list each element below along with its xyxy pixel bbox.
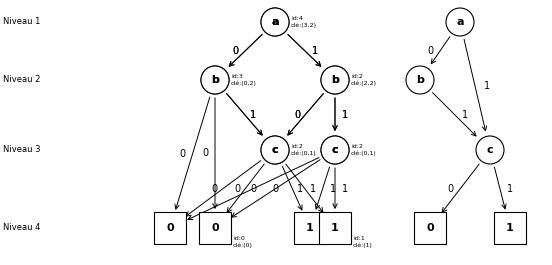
Text: 0: 0 (426, 223, 434, 233)
Circle shape (446, 8, 474, 36)
Text: 0: 0 (250, 184, 256, 194)
Text: 1: 1 (306, 223, 314, 233)
Text: id:3
clé:(0,2): id:3 clé:(0,2) (231, 74, 257, 86)
Text: Niveau 1: Niveau 1 (3, 17, 40, 26)
Text: 1: 1 (461, 110, 468, 120)
FancyBboxPatch shape (199, 212, 231, 244)
Circle shape (261, 136, 289, 164)
Text: a: a (457, 17, 464, 27)
Text: 0: 0 (447, 184, 453, 194)
FancyBboxPatch shape (414, 212, 446, 244)
Text: 1: 1 (342, 183, 348, 193)
Text: c: c (332, 145, 338, 155)
Text: 1: 1 (297, 184, 304, 193)
Text: b: b (211, 75, 219, 85)
Text: 0: 0 (427, 46, 433, 56)
Text: id:2
clé:(0,1): id:2 clé:(0,1) (351, 144, 377, 156)
Circle shape (406, 66, 434, 94)
FancyBboxPatch shape (294, 212, 326, 244)
Text: c: c (272, 145, 278, 155)
Text: 1: 1 (310, 184, 316, 194)
FancyBboxPatch shape (154, 212, 186, 244)
Text: b: b (211, 75, 219, 85)
Text: 1: 1 (342, 109, 348, 120)
Text: 0: 0 (211, 223, 219, 233)
Text: a: a (271, 17, 279, 27)
Circle shape (476, 136, 504, 164)
Circle shape (201, 66, 229, 94)
Circle shape (261, 136, 289, 164)
Text: 1: 1 (250, 110, 256, 120)
Text: 1: 1 (506, 223, 514, 233)
Circle shape (261, 8, 289, 36)
Text: 1: 1 (330, 184, 336, 193)
Text: 0: 0 (294, 110, 300, 120)
Text: Niveau 3: Niveau 3 (3, 145, 40, 154)
Text: id:2
clé:(2,2): id:2 clé:(2,2) (351, 74, 377, 86)
Circle shape (261, 8, 289, 36)
Text: a: a (271, 17, 279, 27)
Text: 0: 0 (212, 184, 218, 194)
Text: c: c (272, 145, 278, 155)
Text: 1: 1 (507, 184, 513, 193)
Text: b: b (331, 75, 339, 85)
Text: 0: 0 (202, 148, 208, 158)
Text: b: b (331, 75, 339, 85)
Text: id:0
clé:(0): id:0 clé:(0) (233, 236, 253, 248)
Text: 0: 0 (234, 184, 240, 194)
Text: 1: 1 (331, 223, 339, 233)
Text: 1: 1 (342, 109, 348, 120)
FancyBboxPatch shape (494, 212, 526, 244)
FancyBboxPatch shape (319, 212, 351, 244)
Text: c: c (487, 145, 493, 155)
Circle shape (321, 136, 349, 164)
Text: id:1
clé:(1): id:1 clé:(1) (353, 236, 373, 248)
Circle shape (201, 66, 229, 94)
Text: id:2
clé:(0,1): id:2 clé:(0,1) (291, 144, 317, 156)
Text: 0: 0 (232, 46, 238, 56)
Text: id:4
clé:(3,2): id:4 clé:(3,2) (291, 16, 317, 28)
Text: b: b (416, 75, 424, 85)
Text: 1: 1 (311, 46, 318, 56)
Text: Niveau 2: Niveau 2 (3, 76, 40, 85)
Text: 1: 1 (484, 81, 490, 91)
Text: 0: 0 (232, 46, 238, 56)
Circle shape (321, 136, 349, 164)
Circle shape (321, 66, 349, 94)
Text: 0: 0 (179, 148, 185, 158)
Text: 0: 0 (294, 110, 300, 120)
Text: c: c (332, 145, 338, 155)
Text: 0: 0 (272, 184, 278, 194)
Text: 0: 0 (166, 223, 174, 233)
Circle shape (321, 66, 349, 94)
Text: Niveau 4: Niveau 4 (3, 223, 40, 232)
Text: 1: 1 (311, 46, 318, 56)
Text: 1: 1 (250, 110, 256, 120)
